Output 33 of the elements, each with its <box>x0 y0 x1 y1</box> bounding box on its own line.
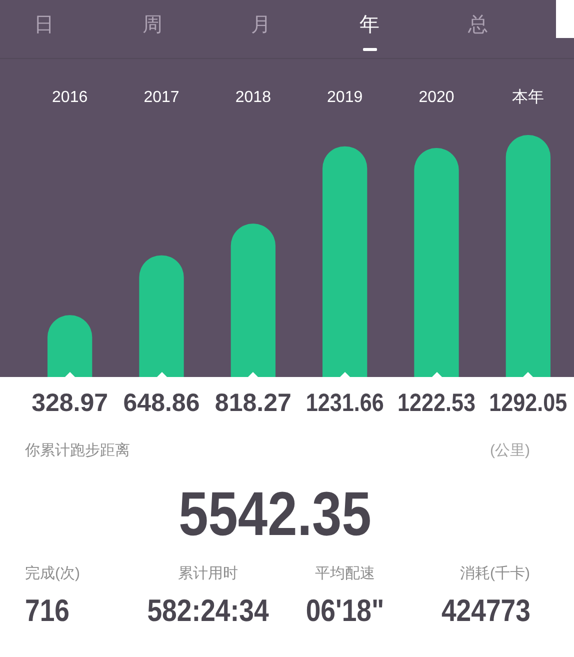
data-label: 1292.05 <box>489 388 568 416</box>
x-tick-label: 2018 <box>235 89 272 106</box>
text: 总 <box>468 13 488 38</box>
bar <box>139 255 184 377</box>
text: 周 <box>142 13 162 38</box>
text: 716 <box>25 593 70 628</box>
x-tick-label: 2019 <box>327 89 363 106</box>
text: 582:24:34 <box>147 593 269 628</box>
x-tick-label: 本年 <box>512 88 544 106</box>
data-label: 1231.66 <box>306 388 384 416</box>
data-label: 648.86 <box>123 388 200 417</box>
text: 日 <box>34 13 54 38</box>
bar <box>230 224 276 377</box>
text: 平均配速 <box>315 564 375 584</box>
text: 月 <box>251 13 271 38</box>
text: 424773 <box>441 593 530 628</box>
text: 06'18" <box>306 593 384 628</box>
data-label: 1222.53 <box>398 388 476 416</box>
x-tick-label: 2020 <box>418 89 454 106</box>
x-tick-label: 2017 <box>144 89 180 106</box>
bar <box>506 135 550 377</box>
text: (公里) <box>490 441 530 461</box>
bar <box>322 146 368 377</box>
bar <box>414 148 459 377</box>
x-tick-label: 2016 <box>52 89 88 106</box>
text: 5542.35 <box>178 480 372 549</box>
text: 累计用时 <box>178 564 238 584</box>
data-label: 818.27 <box>214 388 292 417</box>
text: 消耗(千卡) <box>460 564 530 584</box>
text: 完成(次) <box>25 564 80 584</box>
data-label: 328.97 <box>32 388 108 417</box>
text: 你累计跑步距离 <box>25 441 130 461</box>
text: 年 <box>360 13 380 38</box>
